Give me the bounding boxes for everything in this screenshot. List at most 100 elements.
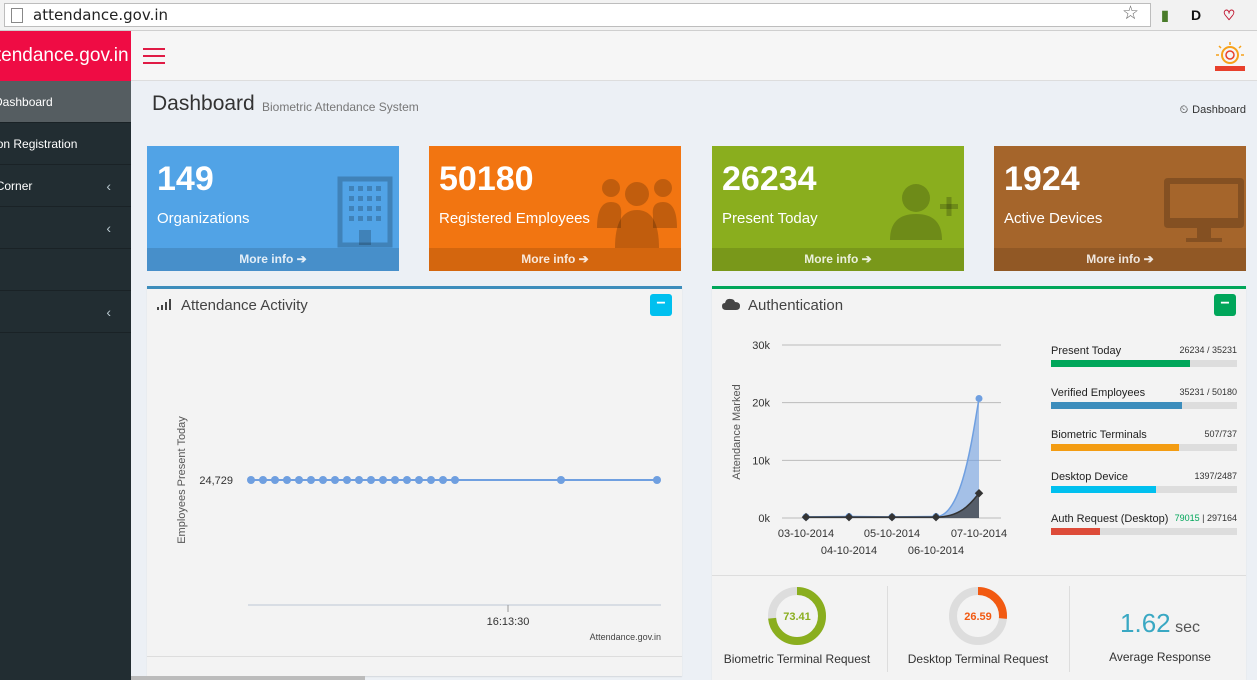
activity-point: [379, 476, 387, 484]
d-extension-icon[interactable]: D: [1190, 7, 1202, 23]
progress-row: Verified Employees 35231 / 50180: [1051, 387, 1237, 409]
progress-track: [1051, 360, 1237, 367]
progress-fill: [1051, 402, 1182, 409]
sidebar-item-6[interactable]: ‹: [0, 291, 131, 333]
activity-value-label: 24,729: [199, 475, 233, 487]
progress-fill: [1051, 486, 1156, 493]
progress-row: Desktop Device 1397/2487: [1051, 471, 1237, 493]
auth-point: [975, 394, 983, 402]
sidebar-item-4[interactable]: ‹: [0, 207, 131, 249]
progress-value: 26234 / 35231: [1179, 345, 1237, 355]
auth-y-tick-label: 30k: [752, 340, 770, 352]
bookmark-star-icon[interactable]: ☆: [1122, 3, 1140, 24]
biometric-knob: 73.41: [768, 587, 826, 645]
more-info-link[interactable]: More info ➔: [994, 248, 1246, 271]
activity-point: [355, 476, 363, 484]
address-bar[interactable]: attendance.gov.in: [4, 3, 1151, 27]
infobox-number: 26234: [722, 160, 817, 198]
sidebar-item-dashboard[interactable]: Dashboard: [0, 81, 131, 123]
aadhaar-logo: [1215, 42, 1245, 71]
page-title: Dashboard: [152, 92, 255, 115]
progress-track: [1051, 528, 1237, 535]
activity-point: [557, 476, 565, 484]
knob-value: 73.41: [783, 611, 811, 623]
auth-x-tick-label: 05-10-2014: [864, 528, 920, 540]
browser-toolbar: attendance.gov.in ☆ ▮ D ♡: [0, 0, 1257, 31]
more-info-link[interactable]: More info ➔: [147, 248, 399, 271]
infobox-caption: Present Today: [722, 210, 818, 227]
page-icon: [11, 8, 23, 23]
activity-credit: Attendance.gov.in: [590, 632, 661, 642]
hamburger-menu-icon[interactable]: [143, 48, 165, 64]
evernote-extension-icon[interactable]: ▮: [1161, 7, 1169, 23]
sidebar-item-organization-registration[interactable]: Organization Registration: [0, 123, 131, 165]
knob-label: Desktop Terminal Request: [907, 652, 1049, 666]
progress-fill: [1051, 528, 1101, 535]
more-info-link[interactable]: More info ➔: [712, 248, 964, 271]
sidebar-item-label: Dashboard: [0, 95, 53, 109]
progress-label: Verified Employees: [1051, 387, 1146, 399]
page-subtitle: Biometric Attendance System: [262, 100, 419, 114]
activity-point: [415, 476, 423, 484]
knob-value: 26.59: [964, 611, 992, 623]
heart-extension-icon[interactable]: ♡: [1222, 7, 1236, 23]
dashboard-icon: ⏲: [1179, 104, 1189, 116]
activity-point: [283, 476, 291, 484]
knob-arc: [768, 587, 826, 645]
activity-point: [439, 476, 447, 484]
progress-value: 35231 / 50180: [1179, 387, 1237, 397]
progress-label: Present Today: [1051, 345, 1122, 357]
infobox-number: 149: [157, 160, 214, 198]
sidebar: attendance.gov.in Dashboard Organization…: [0, 31, 131, 680]
chevron-left-icon: ‹: [106, 220, 111, 236]
collapse-button[interactable]: −: [1214, 294, 1236, 316]
breadcrumb[interactable]: ⏲ Dashboard: [1180, 104, 1246, 117]
sidebar-item-label: Organization Registration: [0, 137, 78, 151]
infobox-caption: Active Devices: [1004, 210, 1103, 227]
collapse-button[interactable]: −: [650, 294, 672, 316]
auth-ylabel: Attendance Marked: [731, 384, 743, 479]
divider: [1069, 586, 1070, 672]
progress-label: Auth Request (Desktop): [1051, 513, 1169, 525]
infobox-present-today: 26234 Present Today More info ➔: [712, 146, 964, 271]
auth-point: [801, 512, 811, 522]
progress-row: Biometric Terminals 507/737: [1051, 429, 1237, 451]
auth-y-tick-label: 20k: [752, 398, 770, 410]
url-text: attendance.gov.in: [33, 6, 169, 24]
activity-point: [451, 476, 459, 484]
sidebar-item-employee-corner[interactable]: Employee Corner ‹: [0, 165, 131, 207]
progress-row: Present Today 26234 / 35231: [1051, 345, 1237, 367]
monitor-icon: [1164, 178, 1244, 242]
more-info-link[interactable]: More info ➔: [429, 248, 681, 271]
activity-point: [271, 476, 279, 484]
box-title: Authentication: [722, 297, 843, 314]
users-group-icon: [597, 179, 677, 248]
cloud-icon: [722, 297, 740, 314]
logo-text: attendance.gov.in: [0, 45, 129, 66]
activity-point: [427, 476, 435, 484]
auth-point: [887, 512, 897, 522]
auth-point: [844, 512, 854, 522]
auth-series-area: [806, 493, 979, 518]
desktop-knob: 26.59: [949, 587, 1007, 645]
logo[interactable]: attendance.gov.in: [0, 31, 131, 81]
sidebar-item-label: Employee Corner: [0, 179, 33, 193]
add-user-icon: [890, 184, 958, 240]
activity-point: [307, 476, 315, 484]
horizontal-scrollbar[interactable]: [131, 676, 365, 680]
progress-fill: [1051, 360, 1190, 367]
infobox-active-devices: 1924 Active Devices More info ➔: [994, 146, 1246, 271]
activity-point: [343, 476, 351, 484]
activity-time-label: 16:13:30: [487, 616, 530, 628]
box-footer-divider: [147, 656, 682, 657]
infobox-registered-employees: 50180 Registered Employees More info ➔: [429, 146, 681, 271]
activity-point: [295, 476, 303, 484]
progress-label: Biometric Terminals: [1051, 429, 1147, 441]
auth-y-tick-label: 10k: [752, 455, 770, 467]
progress-label: Desktop Device: [1051, 471, 1129, 483]
progress-track: [1051, 402, 1237, 409]
progress-row: Auth Request (Desktop) 79015 | 297164: [1051, 513, 1237, 535]
progress-track: [1051, 444, 1237, 451]
progress-value: 79015 | 297164: [1174, 513, 1237, 523]
sidebar-item-5[interactable]: [0, 249, 131, 291]
